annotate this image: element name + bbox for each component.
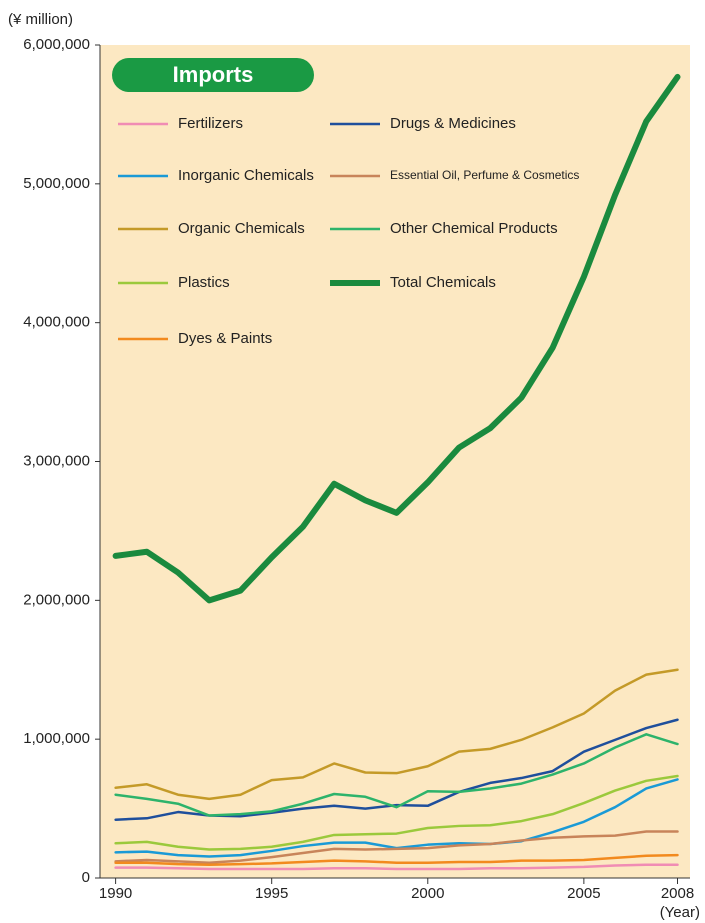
series-line [114,733,679,817]
series-line [112,73,681,604]
legend-title-pill [112,58,314,92]
series-line [114,830,679,864]
x-tick-label: 1995 [255,885,288,902]
y-unit-label: (¥ million) [8,11,73,28]
legend-label: Organic Chemicals [178,220,305,237]
legend-label: Essential Oil, Perfume & Cosmetics [390,168,579,182]
y-tick-label: 2,000,000 [23,591,90,608]
y-tick-label: 0 [82,869,90,886]
y-tick-label: 1,000,000 [23,730,90,747]
legend-label: Inorganic Chemicals [178,167,314,184]
y-tick-label: 6,000,000 [23,36,90,53]
legend-label: Drugs & Medicines [390,115,516,132]
y-tick-label: 3,000,000 [23,452,90,469]
legend-label: Fertilizers [178,115,243,132]
series-line [114,853,679,867]
legend-label: Other Chemical Products [390,220,558,237]
legend-label: Total Chemicals [390,274,496,291]
plot-background [100,45,690,878]
x-axis-label: (Year) [660,904,700,921]
x-tick-label: 2000 [411,885,444,902]
series-line [114,774,679,851]
x-tick-label: 1990 [99,885,132,902]
legend-label: Plastics [178,274,230,291]
legend-label: Dyes & Paints [178,330,272,347]
series-line [114,668,679,801]
x-tick-label: 2008 [661,885,694,902]
legend-title: Imports [173,62,254,87]
series-line [114,863,679,871]
y-tick-label: 5,000,000 [23,175,90,192]
x-tick-label: 2005 [567,885,600,902]
y-tick-label: 4,000,000 [23,314,90,331]
